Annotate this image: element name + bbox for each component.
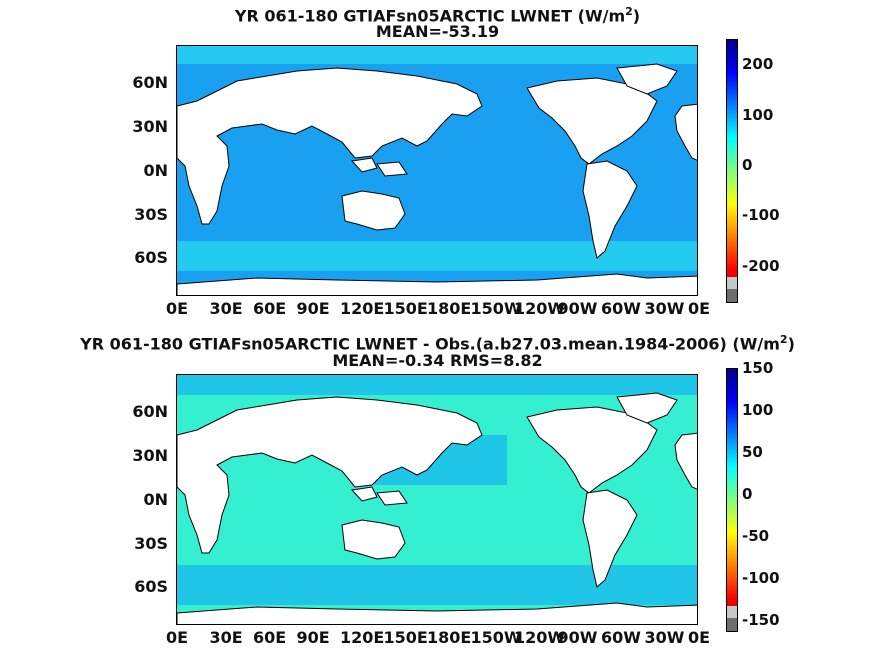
lon-tick-label: 60W [601,628,641,647]
lon-tick-label: 120W [514,628,566,647]
panel2-colorbar [726,368,738,632]
colorbar-tick-label: 0 [742,156,753,174]
panel2-title: YR 061-180 GTIAFsn05ARCTIC LWNET - Obs.(… [80,333,795,354]
landmass [351,486,378,502]
colorbar-undefined-box [727,606,737,618]
landmass [674,432,697,490]
lat-tick-label: 30N [132,446,168,465]
colorbar-missing-box [727,289,737,302]
lon-tick-label: 30E [209,299,243,318]
colorbar-tick-label: 50 [742,443,763,461]
landmass [526,77,658,165]
lat-tick-label: 0N [143,161,168,180]
lon-tick-label: 30W [644,628,685,647]
lon-tick-label: 60E [253,628,287,647]
colorbar-tick-label: -200 [742,256,780,275]
lon-tick-label: 120W [514,299,566,318]
colorbar-tick-label: 0 [742,485,753,503]
landmass [376,161,408,177]
ocean-band [177,565,697,605]
ocean-band [177,241,697,271]
landmass [177,602,697,624]
colorbar-tick-label: -50 [742,527,770,545]
colorbar-tick-label: -100 [742,206,780,225]
lon-tick-label: 90E [296,299,330,318]
landmass [616,63,678,95]
lat-tick-label: 30S [134,205,168,224]
colorbar-tick-label: 100 [742,105,774,124]
ocean-band [177,46,697,64]
landmass [582,489,638,588]
landmass [177,273,697,295]
lon-tick-label: 60E [253,299,287,318]
landmass [526,406,658,494]
lon-tick-label: 0E [166,299,189,318]
landmass [341,519,406,560]
lon-tick-label: 90E [296,628,330,647]
lat-tick-label: 0N [143,490,168,509]
colorbar-tick-label: 200 [742,55,774,74]
landmass [351,157,378,173]
landmass [341,190,406,231]
panel1-mean: MEAN=-53.19 [375,22,500,41]
landmass [376,490,408,506]
lon-tick-label: 30W [644,299,685,318]
lon-tick-label: 120E [340,628,385,647]
lon-tick-label: 180E [427,299,472,318]
lon-tick-label: 90W [557,299,598,318]
lat-tick-label: 30S [134,534,168,553]
lat-tick-label: 60S [134,577,168,596]
lon-tick-label: 60W [601,299,641,318]
lon-tick-label: 0E [166,628,189,647]
lat-tick-label: 60N [132,73,168,92]
lon-tick-label: 150E [383,628,428,647]
colorbar-tick-label: 150 [742,359,774,377]
lon-tick-label: 150W [470,628,522,647]
panel1-title: YR 061-180 GTIAFsn05ARCTIC LWNET (W/m2) [234,5,641,26]
landmass [582,160,638,259]
lon-tick-label: 0E [688,628,711,647]
panel1-map [176,45,698,296]
lon-tick-label: 120E [340,299,385,318]
map-svg [177,46,697,295]
lon-tick-label: 180E [427,628,472,647]
colorbar-tick-label: -150 [742,611,780,629]
landmass [674,103,697,161]
panel2-mean: MEAN=-0.34 RMS=8.82 [332,351,543,370]
map-svg [177,375,697,624]
lon-tick-label: 150E [383,299,428,318]
panel2-map [176,374,698,625]
lat-tick-label: 30N [132,117,168,136]
lon-tick-label: 90W [557,628,598,647]
landmass [177,67,483,225]
colorbar-tick-label: 100 [742,401,774,419]
lon-tick-label: 30E [209,628,243,647]
lat-tick-label: 60S [134,248,168,267]
lon-tick-label: 150W [470,299,522,318]
lon-tick-label: 0E [688,299,711,318]
landmass [616,392,678,424]
landmass [177,396,483,554]
colorbar-tick-label: -100 [742,569,780,587]
lat-tick-label: 60N [132,402,168,421]
ocean-band [177,375,697,395]
colorbar-missing-box [727,618,737,631]
panel1-colorbar [726,39,738,303]
colorbar-undefined-box [727,277,737,289]
